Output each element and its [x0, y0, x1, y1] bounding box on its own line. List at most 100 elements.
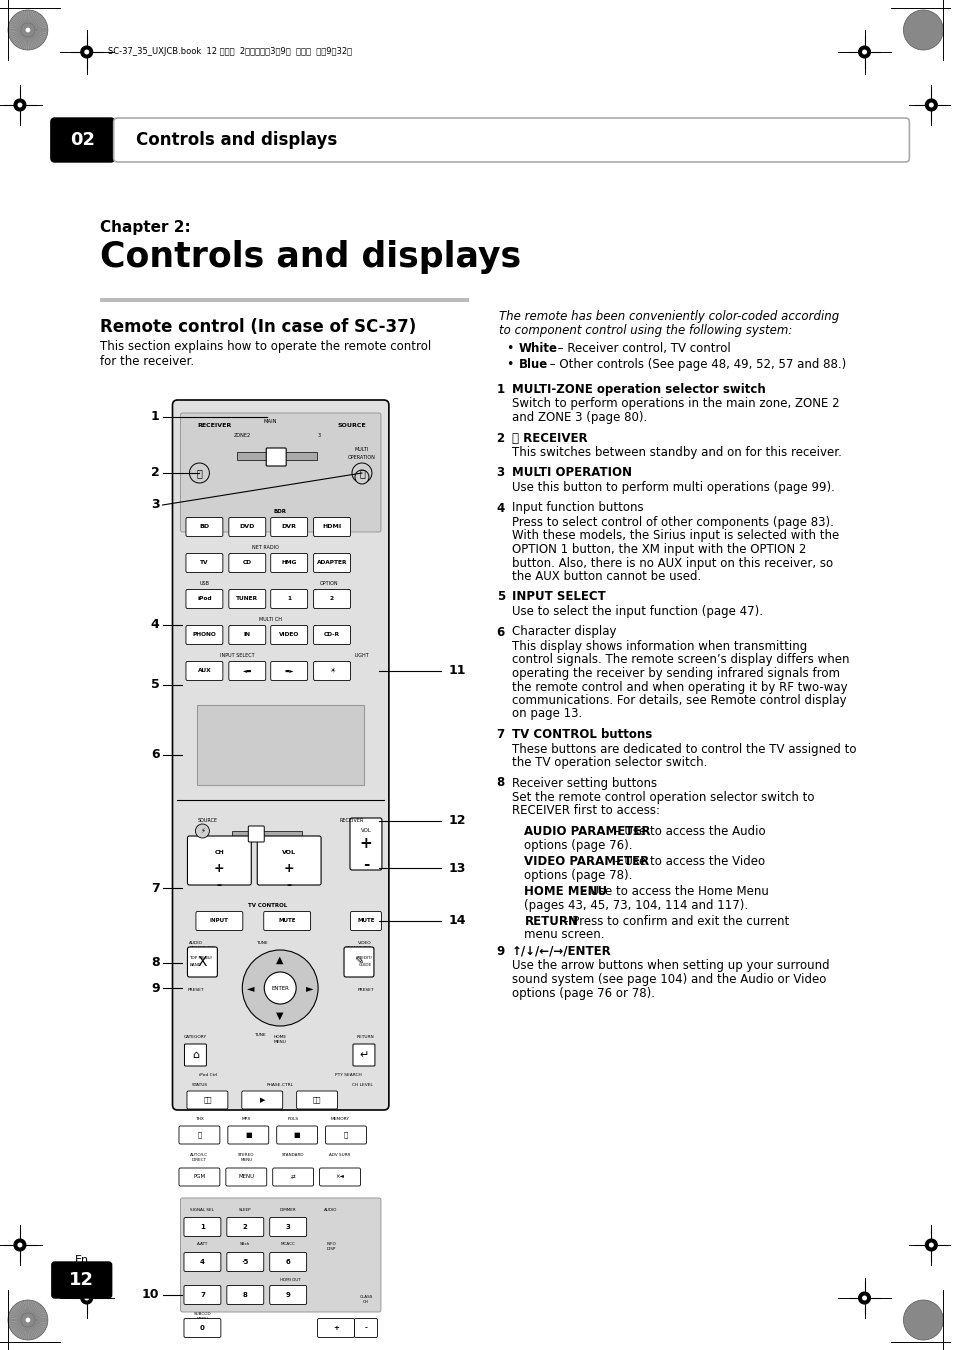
FancyBboxPatch shape — [188, 946, 217, 977]
Text: and ZONE 3 (page 80).: and ZONE 3 (page 80). — [511, 410, 646, 424]
Text: This switches between standby and on for this receiver.: This switches between standby and on for… — [511, 446, 841, 459]
Bar — [100, 298, 468, 302]
Text: communications. For details, see Remote control display: communications. For details, see Remote … — [511, 694, 845, 707]
Text: 12: 12 — [70, 1270, 94, 1289]
Text: 11: 11 — [448, 664, 466, 678]
Text: ⏻: ⏻ — [196, 468, 202, 478]
Circle shape — [21, 23, 35, 36]
Text: iPod Ctrl: iPod Ctrl — [199, 1073, 217, 1077]
FancyBboxPatch shape — [187, 1091, 228, 1108]
Text: +: + — [359, 836, 372, 850]
FancyBboxPatch shape — [319, 1168, 360, 1187]
Text: MPX: MPX — [241, 1116, 251, 1120]
FancyBboxPatch shape — [271, 517, 307, 536]
Text: RECEIVER: RECEIVER — [197, 423, 232, 428]
Text: 9: 9 — [151, 981, 159, 995]
FancyBboxPatch shape — [186, 662, 223, 680]
Text: ⏭: ⏭ — [343, 1131, 348, 1138]
Text: HOME
MENU: HOME MENU — [274, 1035, 287, 1044]
Text: SBch: SBch — [240, 1242, 251, 1246]
Text: MCACC: MCACC — [280, 1242, 295, 1246]
Text: VOL: VOL — [360, 828, 371, 833]
Circle shape — [14, 99, 26, 111]
Text: ZONE2: ZONE2 — [233, 433, 251, 437]
Text: TUNE: TUNE — [254, 1033, 266, 1037]
Text: THX: THX — [194, 1116, 204, 1120]
FancyBboxPatch shape — [229, 517, 266, 536]
Text: 5: 5 — [497, 590, 504, 603]
Text: RETURN: RETURN — [524, 915, 578, 927]
Text: ⌂: ⌂ — [192, 1050, 199, 1060]
FancyBboxPatch shape — [184, 1285, 221, 1304]
Circle shape — [81, 1292, 92, 1304]
Text: Use the arrow buttons when setting up your surround: Use the arrow buttons when setting up yo… — [511, 960, 828, 972]
Text: OPERATION: OPERATION — [348, 455, 375, 460]
Text: ⏮: ⏮ — [197, 1131, 201, 1138]
FancyBboxPatch shape — [350, 911, 381, 930]
Text: ⏻: ⏻ — [358, 468, 364, 478]
Text: TV: TV — [197, 825, 204, 830]
Text: INPUT SELECT: INPUT SELECT — [220, 653, 254, 657]
FancyBboxPatch shape — [271, 554, 307, 572]
Circle shape — [352, 463, 372, 483]
Text: NET RADIO: NET RADIO — [252, 545, 278, 549]
FancyBboxPatch shape — [180, 413, 380, 532]
Text: VIDEO
PARAMETER: VIDEO PARAMETER — [345, 941, 372, 949]
Text: Receiver setting buttons: Receiver setting buttons — [511, 776, 656, 790]
FancyBboxPatch shape — [186, 590, 223, 609]
Text: – Use to access the Video: – Use to access the Video — [611, 855, 764, 868]
Text: Chapter 2:: Chapter 2: — [100, 220, 191, 235]
Text: ☀: ☀ — [329, 668, 335, 674]
Text: 1: 1 — [151, 410, 159, 424]
FancyBboxPatch shape — [179, 1126, 219, 1143]
Text: MULTI-ZONE operation selector switch: MULTI-ZONE operation selector switch — [511, 383, 764, 396]
FancyBboxPatch shape — [344, 946, 374, 977]
Text: TUNE: TUNE — [256, 941, 268, 945]
FancyBboxPatch shape — [271, 590, 307, 609]
Text: 3: 3 — [497, 467, 504, 479]
Circle shape — [84, 1296, 90, 1300]
Text: on page 13.: on page 13. — [511, 707, 581, 721]
Text: SIGNAL SEL: SIGNAL SEL — [191, 1208, 214, 1212]
Text: OPTION: OPTION — [319, 580, 338, 586]
FancyBboxPatch shape — [263, 911, 311, 930]
Circle shape — [17, 1242, 23, 1247]
FancyBboxPatch shape — [188, 836, 251, 886]
Text: VIDEO: VIDEO — [279, 633, 299, 637]
Circle shape — [924, 99, 937, 111]
FancyBboxPatch shape — [195, 911, 243, 930]
Text: MULTI CH: MULTI CH — [258, 617, 281, 622]
FancyBboxPatch shape — [270, 1285, 306, 1304]
FancyBboxPatch shape — [179, 1168, 219, 1187]
Text: INFO
DISP: INFO DISP — [326, 1242, 335, 1250]
Text: MUTE: MUTE — [278, 918, 295, 923]
Circle shape — [190, 463, 209, 483]
Text: ENTER: ENTER — [271, 986, 289, 991]
FancyBboxPatch shape — [325, 1126, 366, 1143]
Text: 4: 4 — [497, 501, 504, 514]
FancyBboxPatch shape — [172, 400, 389, 1110]
Text: Press to select control of other components (page 83).: Press to select control of other compone… — [511, 516, 833, 529]
Text: INPUT: INPUT — [210, 918, 229, 923]
Text: Character display: Character display — [511, 625, 616, 639]
Text: ■: ■ — [294, 1133, 300, 1138]
Text: SOURCE: SOURCE — [197, 818, 217, 824]
Text: 02: 02 — [71, 131, 95, 148]
FancyBboxPatch shape — [229, 662, 266, 680]
Text: 2: 2 — [330, 597, 334, 602]
Text: options (page 76 or 78).: options (page 76 or 78). — [511, 987, 654, 999]
Text: CD-R: CD-R — [324, 633, 340, 637]
Text: Switch to perform operations in the main zone, ZONE 2: Switch to perform operations in the main… — [511, 397, 839, 410]
Text: ↵: ↵ — [359, 1050, 368, 1060]
FancyBboxPatch shape — [271, 625, 307, 644]
Text: 3: 3 — [151, 498, 159, 512]
Text: ⚡: ⚡ — [200, 828, 205, 834]
Text: – Use to access the Audio: – Use to access the Audio — [611, 825, 765, 838]
Text: CLASS
CH: CLASS CH — [359, 1295, 373, 1304]
Text: TV CONTROL buttons: TV CONTROL buttons — [511, 728, 651, 741]
Text: ✎: ✎ — [354, 957, 363, 967]
Text: – Other controls (See page 48, 49, 52, 57 and 88.): – Other controls (See page 48, 49, 52, 5… — [546, 358, 846, 371]
Text: SLEEP: SLEEP — [239, 1208, 252, 1212]
Text: Remote control (In case of SC-37): Remote control (In case of SC-37) — [100, 319, 416, 336]
Circle shape — [928, 103, 933, 108]
